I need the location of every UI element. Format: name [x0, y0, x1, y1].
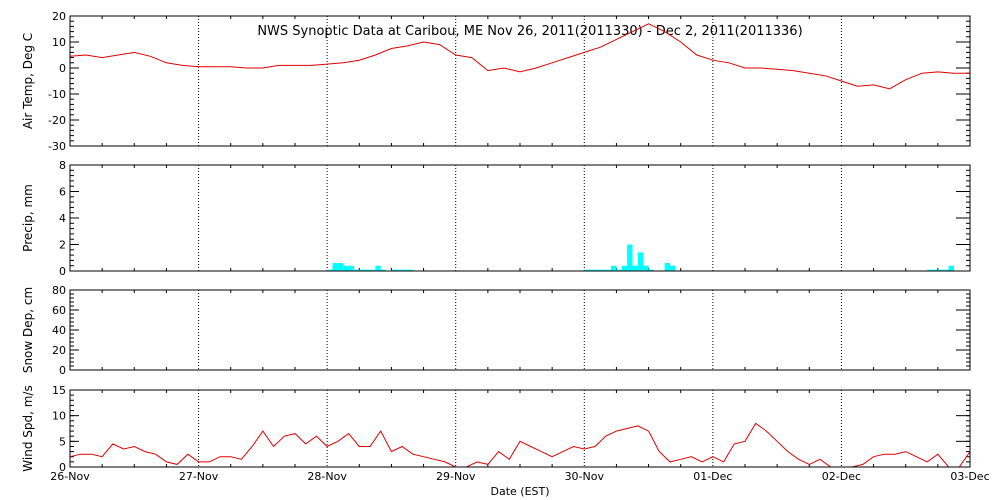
precip-bar	[348, 265, 354, 271]
y-tick-label: 10	[52, 36, 66, 49]
panel-frame	[69, 15, 971, 147]
precip-bar	[402, 269, 408, 271]
y-axis-label: Wind Spd, m/s	[21, 385, 35, 471]
y-tick-label: 2	[59, 239, 66, 252]
panel-frame	[69, 389, 971, 468]
panel-precip: 8 6 4 2 0 Precip, mm	[21, 159, 971, 278]
y-tick-label: 8	[59, 159, 66, 172]
x-tick-label: 27-Nov	[179, 470, 219, 483]
precip-bar	[943, 269, 949, 271]
y-tick-label: 0	[59, 364, 66, 377]
precip-bar	[595, 269, 601, 271]
y-tick-label: 20	[52, 10, 66, 23]
precip-bar	[664, 263, 670, 271]
x-tick-label: 28-Nov	[307, 470, 347, 483]
panel-frame	[69, 164, 971, 272]
precip-bar	[670, 265, 676, 271]
precip-bar	[937, 269, 944, 271]
precip-bar	[584, 269, 590, 271]
precip-bar	[380, 269, 387, 271]
wind-speed-line	[69, 422, 971, 468]
precip-bar	[621, 265, 628, 271]
y-tick-label: 80	[52, 284, 66, 297]
precip-bar	[616, 269, 622, 271]
y-tick-label: 15	[52, 384, 66, 397]
x-tick-label: 29-Nov	[436, 470, 476, 483]
air-temp-line	[69, 23, 970, 90]
precip-bar	[337, 263, 344, 271]
precip-bar	[407, 269, 413, 271]
y-axis-label: Air Temp, Deg C	[21, 33, 35, 129]
precip-bar	[611, 265, 617, 271]
y-tick-label: 10	[52, 410, 66, 423]
precip-bar	[932, 269, 938, 271]
precip-bar	[332, 263, 338, 271]
precip-bar	[627, 244, 633, 271]
x-tick-label: 02-Dec	[822, 470, 861, 483]
x-axis-label: Date (EST)	[490, 485, 549, 498]
precip-bar	[643, 265, 649, 271]
y-axis-label: Snow Dep, cm	[21, 287, 35, 373]
y-tick-label: -10	[48, 88, 66, 101]
precip-bar	[632, 265, 638, 271]
y-tick-label: 4	[59, 212, 66, 225]
precip-bar	[600, 269, 606, 271]
precip-bar	[359, 269, 365, 271]
precip-bar	[605, 269, 612, 271]
precip-bar	[327, 269, 333, 271]
precip-bar	[353, 269, 360, 271]
x-tick-label: 30-Nov	[565, 470, 605, 483]
precip-bar	[370, 269, 376, 271]
y-tick-label: 5	[59, 435, 66, 448]
precip-bar	[927, 269, 933, 271]
y-tick-label: -20	[48, 114, 66, 127]
precip-bar	[396, 269, 403, 271]
precip-bar	[364, 269, 370, 271]
x-tick-label: 03-Dec	[950, 470, 989, 483]
y-tick-label: 6	[59, 186, 66, 199]
y-tick-label: 0	[59, 265, 66, 278]
chart-title: NWS Synoptic Data at Caribou, ME Nov 26,…	[257, 24, 802, 39]
y-tick-label: -30	[48, 140, 66, 153]
precip-bar	[375, 265, 381, 271]
y-axis-label: Precip, mm	[21, 184, 35, 252]
panel-wind-speed: 15 10 5 0 Wind Spd, m/s	[21, 384, 971, 474]
panel-snow-depth: 80 60 40 20 0 Snow Dep, cm	[21, 284, 971, 377]
panel-air-temp: 20 10 0 -10 -20 -30 Air Temp, Deg C	[21, 10, 971, 153]
x-tick-label: 26-Nov	[50, 470, 90, 483]
y-tick-label: 0	[59, 461, 66, 474]
precip-bar	[648, 269, 654, 271]
precip-bar	[589, 269, 595, 271]
y-tick-label: 60	[52, 304, 66, 317]
panel-frame	[69, 289, 971, 371]
precip-bar	[637, 252, 644, 271]
precip-bar	[391, 269, 397, 271]
y-tick-label: 0	[59, 62, 66, 75]
y-tick-label: 20	[52, 344, 66, 357]
x-tick-label: 01-Dec	[693, 470, 732, 483]
precip-bar	[948, 265, 954, 271]
y-tick-label: 40	[52, 324, 66, 337]
precip-bar	[343, 265, 349, 271]
